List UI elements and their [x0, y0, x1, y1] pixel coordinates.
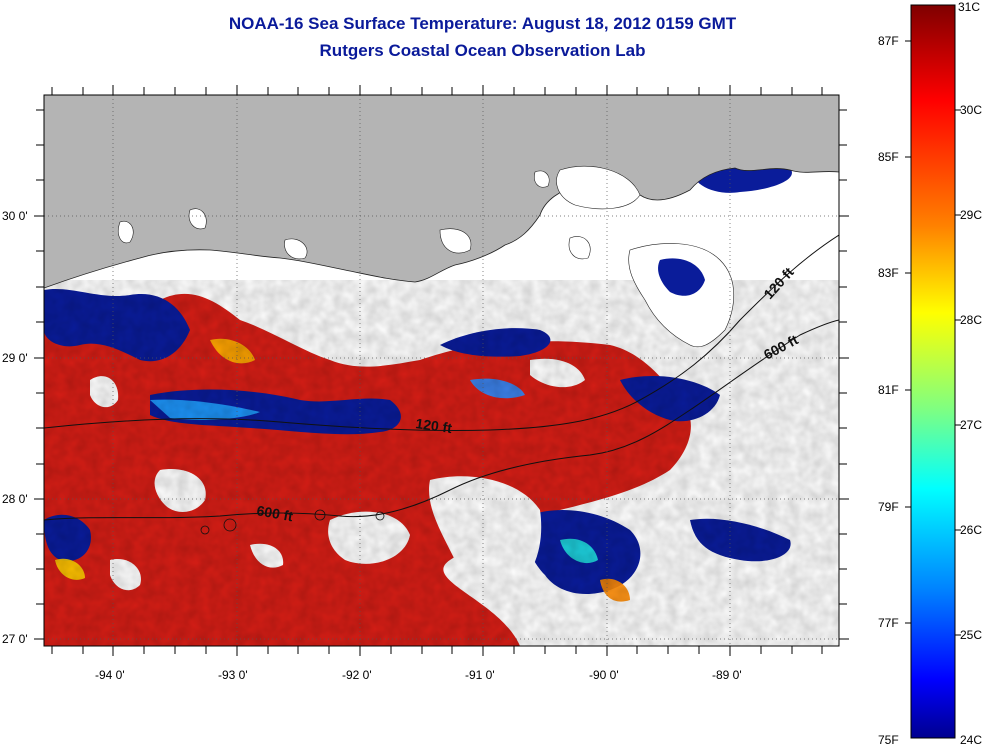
colorbar-celsius-25: 25C [960, 628, 983, 642]
land-mass [44, 95, 839, 289]
map-title: NOAA-16 Sea Surface Temperature: August … [228, 14, 737, 33]
contour-600ft [44, 319, 839, 521]
inland-lakes [118, 165, 641, 260]
colorbar-fahrenheit-87: 87F [878, 34, 899, 48]
colorbar-fahrenheit-81: 81F [878, 383, 899, 397]
colorbar-celsius-30: 30C [960, 103, 983, 117]
contour-label-600ft-west: 600 ft [255, 502, 294, 524]
colorbar-celsius-26: 26C [960, 523, 983, 537]
lat-label-28: 28 0' [2, 492, 28, 506]
grid-lines [44, 95, 839, 646]
colorbar-fahrenheit-85: 85F [878, 150, 899, 164]
colorbar-celsius-28: 28C [960, 313, 983, 327]
colorbar-fahrenheit-79: 79F [878, 500, 899, 514]
colorbar-fahrenheit-83: 83F [878, 266, 899, 280]
colorbar [910, 4, 956, 739]
lon-label-92: -92 0' [342, 668, 372, 682]
lon-label-94: -94 0' [95, 668, 125, 682]
lon-label-89: -89 0' [712, 668, 742, 682]
colorbar-ticks [905, 40, 961, 636]
colorbar-fahrenheit-77: 77F [878, 616, 899, 630]
contour-120ft [44, 234, 839, 432]
lat-label-30: 30 0' [2, 209, 28, 223]
lat-label-29: 29 0' [2, 351, 28, 365]
lon-label-90: -90 0' [589, 668, 619, 682]
colorbar-celsius-24: 24C [960, 733, 983, 747]
colorbar-celsius-29: 29C [960, 208, 983, 222]
lat-label-27: 27 0' [2, 632, 28, 646]
lon-label-91: -91 0' [465, 668, 495, 682]
contour-label-120ft-center: 120 ft [415, 415, 454, 436]
map-frame [43, 94, 840, 647]
delta-blue-fringe [658, 258, 705, 296]
colorbar-celsius-27: 27C [960, 418, 983, 432]
colorbar-fahrenheit-75: 75F [878, 733, 899, 747]
lon-label-93: -93 0' [218, 668, 248, 682]
contour-loops [200, 509, 385, 535]
map-subtitle: Rutgers Coastal Ocean Observation Lab [319, 41, 646, 60]
map-ticks [34, 85, 849, 656]
colorbar-celsius-31: 31C [958, 0, 981, 14]
